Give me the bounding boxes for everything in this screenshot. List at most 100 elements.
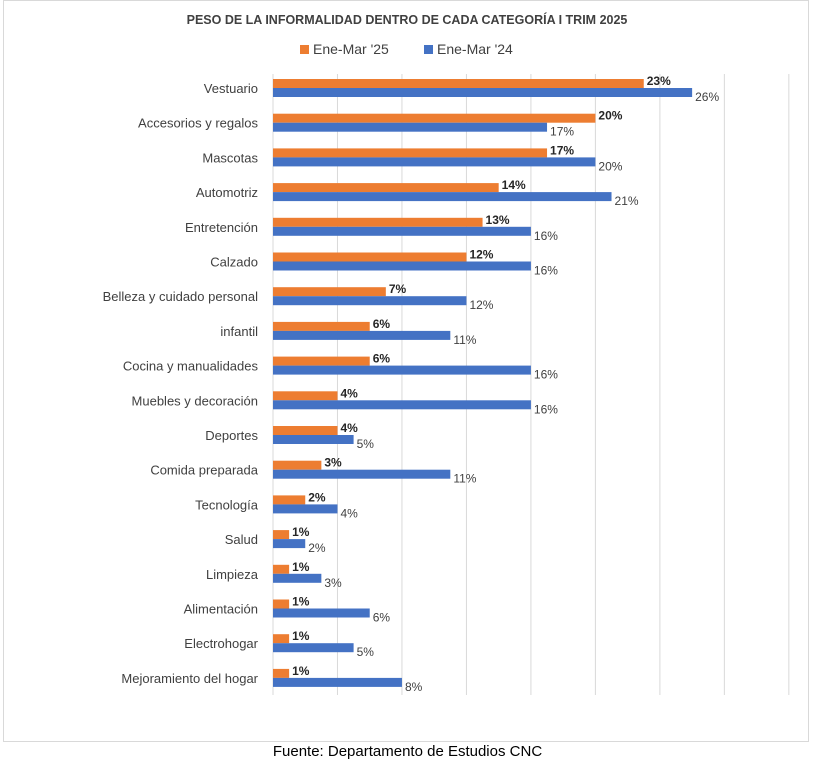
bar-2025	[273, 356, 370, 366]
legend: Ene-Mar '25 Ene-Mar '24	[300, 41, 513, 57]
data-label-2024: 20%	[598, 159, 622, 173]
bar-2024	[273, 435, 354, 444]
bar-2024	[273, 539, 306, 549]
category-label: Tecnología	[195, 497, 259, 512]
bar-2024	[273, 88, 693, 97]
data-label-2025: 1%	[292, 595, 310, 609]
bars-layer	[273, 79, 693, 687]
category-labels: Vestuario Accesorios y regalos Mascotas Aut…	[103, 81, 259, 686]
bar-2024	[273, 504, 338, 514]
category-label: Comida preparada	[150, 463, 258, 478]
data-label-2025: 14%	[502, 178, 526, 192]
category-label: Muebles y decoración	[132, 393, 258, 408]
bar-2024	[273, 157, 596, 167]
data-label-2025: 23%	[647, 74, 671, 88]
source-note: Fuente: Departamento de Estudios CNC	[272, 743, 543, 760]
data-label-2024: 5%	[357, 645, 375, 659]
bar-2025	[273, 530, 290, 540]
bar-2024	[273, 573, 322, 583]
data-label-2025: 7%	[389, 282, 407, 296]
bar-2025	[273, 252, 467, 262]
data-label-2024: 8%	[405, 680, 423, 694]
data-label-2025: 3%	[324, 456, 342, 470]
legend-label-2025: Ene-Mar '25	[313, 41, 389, 57]
bar-2024	[273, 677, 402, 687]
data-label-2024: 5%	[357, 437, 375, 451]
chart-svg: PESO DE LA INFORMALIDAD DENTRO DE CADA C…	[103, 12, 790, 695]
data-label-2025: 6%	[373, 317, 391, 331]
bar-2025	[273, 668, 290, 678]
bar-2025	[273, 391, 338, 401]
bar-2025	[273, 564, 290, 574]
category-label: Belleza y cuidado personal	[103, 289, 258, 304]
data-label-2024: 26%	[695, 90, 719, 104]
data-label-2024: 6%	[373, 611, 391, 625]
data-label-2025: 4%	[340, 386, 358, 400]
data-label-2025: 13%	[486, 213, 510, 227]
data-label-2025: 4%	[340, 421, 358, 435]
data-label-2024: 11%	[453, 333, 476, 347]
bar-2025	[273, 287, 386, 297]
bar-2024	[273, 365, 531, 375]
bar-2025	[273, 495, 306, 505]
bar-2025	[273, 426, 338, 435]
data-label-2024: 21%	[615, 194, 639, 208]
data-label-2025: 1%	[292, 525, 310, 539]
category-label: Electrohogar	[184, 636, 258, 651]
bar-2025	[273, 599, 290, 609]
data-label-2024: 3%	[324, 576, 342, 590]
data-label-2025: 1%	[292, 629, 310, 643]
data-label-2025: 12%	[469, 248, 493, 262]
value-labels: 23% 26% 20% 17% 17% 20% 14% 21% 13% 16% 12% 16% 7% 12…	[292, 74, 719, 694]
data-label-2024: 12%	[469, 298, 493, 312]
category-label: Entretención	[185, 220, 258, 235]
data-label-2024: 16%	[534, 229, 558, 243]
bar-2025	[273, 183, 499, 193]
grid-layer	[272, 74, 790, 695]
data-label-2025: 6%	[373, 352, 391, 366]
category-label: infantil	[220, 324, 258, 339]
data-label-2025: 20%	[598, 109, 622, 123]
bar-2024	[273, 330, 451, 340]
data-label-2024: 11%	[453, 472, 476, 486]
category-label: Alimentación	[184, 602, 258, 617]
chart-title: PESO DE LA INFORMALIDAD DENTRO DE CADA C…	[187, 12, 628, 27]
data-label-2024: 16%	[534, 264, 558, 278]
category-label: Vestuario	[204, 81, 258, 96]
category-label: Deportes	[205, 428, 258, 443]
category-label: Calzado	[210, 255, 258, 270]
bar-2024	[273, 122, 548, 132]
data-label-2024: 17%	[550, 125, 574, 139]
bar-2025	[273, 113, 596, 123]
bar-2024	[273, 469, 451, 479]
chart-frame: PESO DE LA INFORMALIDAD DENTRO DE CADA C…	[3, 0, 809, 742]
bar-2024	[273, 608, 370, 618]
data-label-2025: 1%	[292, 664, 310, 678]
category-label: Cocina y manualidades	[123, 359, 259, 374]
bar-2024	[273, 400, 531, 410]
category-label: Mascotas	[202, 150, 258, 165]
bar-2024	[273, 226, 531, 236]
legend-swatch-2024	[424, 45, 433, 54]
bar-2024	[273, 296, 467, 306]
legend-label-2024: Ene-Mar '24	[437, 41, 513, 57]
bar-2024	[273, 643, 354, 653]
data-label-2024: 4%	[340, 506, 358, 520]
bar-2025	[273, 217, 483, 227]
category-label: Automotriz	[196, 185, 258, 200]
category-label: Accesorios y regalos	[138, 116, 258, 131]
data-label-2025: 2%	[308, 490, 326, 504]
data-label-2025: 1%	[292, 560, 310, 574]
category-label: Limpieza	[206, 567, 259, 582]
data-label-2024: 16%	[534, 368, 558, 382]
data-label-2024: 16%	[534, 402, 558, 416]
bar-2025	[273, 634, 290, 644]
bar-2025	[273, 79, 644, 88]
bar-2024	[273, 261, 531, 271]
bar-2025	[273, 148, 548, 158]
data-label-2024: 2%	[308, 541, 326, 555]
bar-2024	[273, 192, 612, 202]
category-label: Salud	[225, 532, 258, 547]
bar-2025	[273, 460, 322, 470]
data-label-2025: 17%	[550, 143, 574, 157]
